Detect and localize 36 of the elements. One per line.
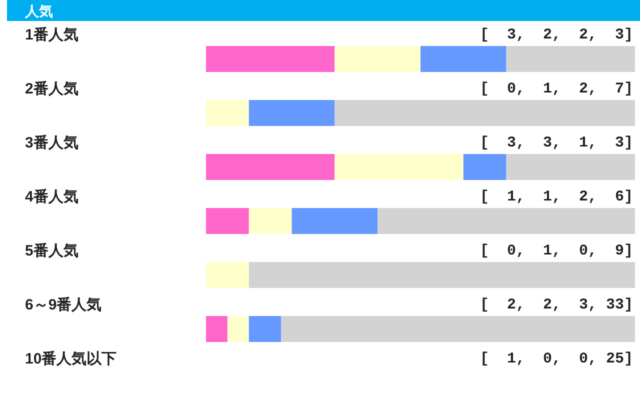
annotation: [ 0, 1, 2, 7] [480,80,633,98]
bar [227,316,249,342]
bar [334,100,635,126]
bar [206,316,228,342]
annotation: [ 2, 2, 3, 33] [480,296,633,314]
bar [206,154,335,180]
annotation: [ 0, 1, 0, 9] [480,242,633,260]
bar [248,100,335,126]
bar [378,208,635,234]
bar [248,316,282,342]
y-tick-label: 1番人気 [25,26,78,44]
y-tick-label: 10番人気以下 [25,350,117,368]
y-tick-label: 2番人気 [25,80,78,98]
y-tick-label: 3番人気 [25,134,78,152]
bar [334,46,420,72]
bar [463,154,506,180]
bar [206,208,249,234]
y-tick-label: 5番人気 [25,242,78,260]
bar [506,154,635,180]
annotation: [ 3, 3, 1, 3] [480,134,633,152]
text: 人気 [24,3,53,19]
y-tick-label: 6～9番人気 [25,296,102,314]
y-tick-label: 4番人気 [25,188,78,206]
bar [206,262,249,288]
bar [281,316,635,342]
bar [292,208,378,234]
bar [506,46,635,72]
bar [248,262,635,288]
annotation: [ 1, 0, 0, 25] [480,350,633,368]
bar [420,46,506,72]
annotation: [ 1, 1, 2, 6] [480,188,633,206]
bar [334,154,464,180]
annotation: [ 3, 2, 2, 3] [480,26,633,44]
bar [206,46,335,72]
bar [248,208,292,234]
bar [206,100,249,126]
